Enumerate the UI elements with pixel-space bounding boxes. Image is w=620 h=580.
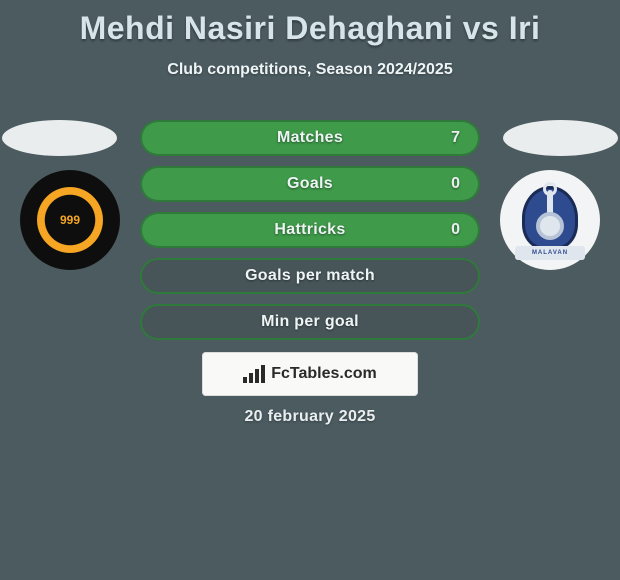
malavan-badge-icon: MALAVAN <box>508 178 592 262</box>
brand-text: FcTables.com <box>271 365 377 383</box>
stat-row: Goals per match <box>140 258 480 294</box>
stat-label: Hattricks <box>274 221 345 239</box>
stat-row: Hattricks 0 <box>140 212 480 248</box>
stat-label: Goals <box>287 175 333 193</box>
footer-date: 20 february 2025 <box>0 408 620 426</box>
stat-label: Goals per match <box>245 267 375 285</box>
wheel-icon <box>536 212 564 240</box>
stat-row: Matches 7 <box>140 120 480 156</box>
brand-box[interactable]: FcTables.com <box>202 352 418 396</box>
stat-row: Min per goal <box>140 304 480 340</box>
stat-row: Goals 0 <box>140 166 480 202</box>
page-title: Mehdi Nasiri Dehaghani vs Iri <box>0 0 620 47</box>
player-shape-right <box>503 120 618 156</box>
stat-label: Matches <box>277 129 343 147</box>
stat-value: 0 <box>451 175 460 193</box>
anchor-ring-icon <box>543 182 557 196</box>
page-subtitle: Club competitions, Season 2024/2025 <box>0 61 620 79</box>
sepahan-badge-icon: 999 <box>28 178 112 262</box>
stat-label: Min per goal <box>261 313 359 331</box>
club-badge-right: MALAVAN <box>500 170 600 270</box>
stat-value: 7 <box>451 129 460 147</box>
stats-panel: Matches 7 Goals 0 Hattricks 0 Goals per match M… <box>140 120 480 350</box>
club-badge-left: 999 <box>20 170 120 270</box>
stat-value: 0 <box>451 221 460 239</box>
player-shape-left <box>2 120 117 156</box>
badge-ribbon: MALAVAN <box>515 246 585 260</box>
bar-chart-icon <box>243 365 265 383</box>
badge-center-icon: 999 <box>48 198 92 242</box>
